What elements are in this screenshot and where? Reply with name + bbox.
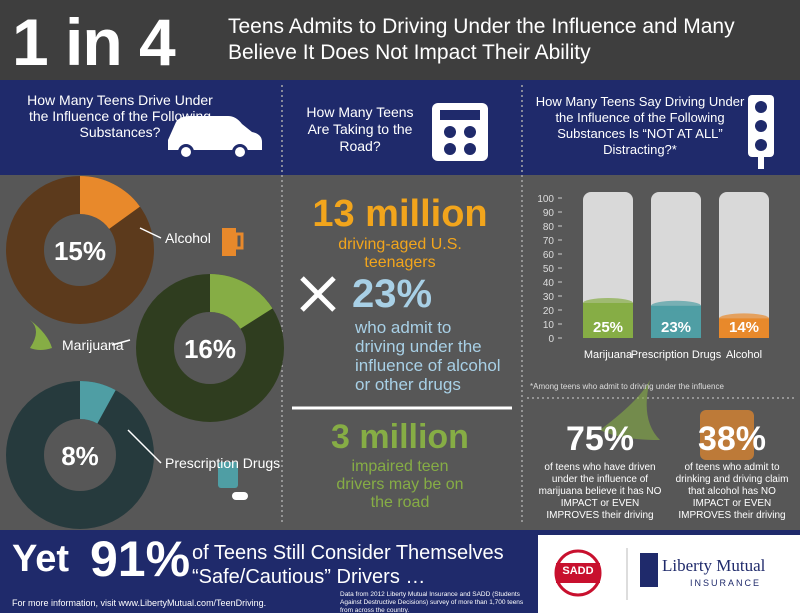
donut-name: Prescription Drugs xyxy=(165,455,280,471)
footer-line: “Safe/Cautious” Drivers … xyxy=(192,566,426,588)
footer-percent: 91% xyxy=(90,531,191,587)
beer-icon xyxy=(222,228,244,256)
calculator-icon xyxy=(432,103,488,161)
more-info: For more information, visit www.LibertyM… xyxy=(12,598,267,608)
x-tick-label: Alcohol xyxy=(726,349,762,361)
sadd-logo-text: SADD xyxy=(562,565,594,577)
dividers xyxy=(281,85,795,525)
y-tick-label: 70 xyxy=(543,236,555,247)
bar-top xyxy=(651,300,701,311)
title: Teens Admits to Driving Under the Influe… xyxy=(228,15,735,64)
y-tick-label: 20 xyxy=(543,306,555,317)
total: 13 million xyxy=(312,193,488,235)
value-label: 23% xyxy=(661,319,691,336)
result: 3 million xyxy=(331,418,469,456)
belief-value: 75% xyxy=(565,420,635,458)
donut-name: Marijuana xyxy=(62,337,124,353)
y-tick-label: 40 xyxy=(543,278,555,289)
y-tick-label: 10 xyxy=(543,320,555,331)
y-tick-label: 50 xyxy=(543,264,555,275)
heading: How Many Teens Drive Under the Influence… xyxy=(27,92,213,140)
leader-line xyxy=(111,339,131,346)
y-tick-label: 80 xyxy=(543,222,555,233)
brand-icon xyxy=(640,553,658,587)
bar-top xyxy=(719,313,769,324)
brand-sub: INSURANCE xyxy=(690,578,762,588)
x-tick-label: Marijuana xyxy=(584,349,633,361)
y-tick-label: 90 xyxy=(543,208,555,219)
x-icon xyxy=(300,276,336,312)
heading-band xyxy=(0,80,800,175)
footnote: *Among teens who admit to driving under … xyxy=(530,382,724,391)
beer-icon xyxy=(700,410,754,460)
headline: 1 in 4 xyxy=(12,5,176,79)
header-band xyxy=(0,0,800,80)
donut-name: Alcohol xyxy=(165,230,211,246)
car-icon xyxy=(168,116,262,160)
result-label: impaired teen drivers may be on the road xyxy=(336,458,464,511)
donut-label: 16% xyxy=(184,334,236,364)
heading: How Many Teens Say Driving Under the Inf… xyxy=(535,94,745,157)
belief-text: of teens who have driven under the influ… xyxy=(538,462,662,521)
donut-segment xyxy=(136,274,284,422)
x-tick-label: Prescription Drugs xyxy=(631,349,722,361)
footer-line: of Teens Still Consider Themselves xyxy=(192,542,504,564)
bar xyxy=(651,305,701,338)
total-label: driving-aged U.S. teenagers xyxy=(338,236,462,271)
footer-prefix: Yet xyxy=(12,538,70,580)
donut-segment xyxy=(6,381,154,529)
value-label: 25% xyxy=(593,319,623,336)
heading: How Many Teens Are Taking to the Road? xyxy=(306,104,414,154)
y-tick-label: 60 xyxy=(543,250,555,261)
brand-name: Liberty Mutual xyxy=(662,556,766,575)
donut-segment xyxy=(6,176,154,324)
belief-value: 38% xyxy=(697,420,767,458)
y-tick-label: 0 xyxy=(548,334,554,345)
leader-line xyxy=(139,227,162,239)
bar xyxy=(583,303,633,338)
leader-line xyxy=(127,429,162,464)
donut-label: 15% xyxy=(54,236,106,266)
donut-label: 8% xyxy=(61,441,99,471)
bar-track xyxy=(719,192,769,338)
belief-text: of teens who admit to drinking and drivi… xyxy=(675,462,789,521)
traffic-light-icon xyxy=(748,95,774,169)
leaf-icon xyxy=(600,380,660,440)
y-tick-label: 100 xyxy=(537,194,554,205)
share-label: who admit to driving under the influence… xyxy=(355,318,501,394)
bar xyxy=(719,318,769,338)
pill-icon xyxy=(218,462,248,500)
value-label: 14% xyxy=(729,319,759,336)
sadd-logo xyxy=(554,549,602,597)
source: Data from 2012 Liberty Mutual Insurance … xyxy=(340,591,524,613)
y-tick-label: 30 xyxy=(543,292,555,303)
share: 23% xyxy=(352,272,433,316)
bar-top xyxy=(583,298,633,308)
leaf-icon xyxy=(30,320,52,350)
